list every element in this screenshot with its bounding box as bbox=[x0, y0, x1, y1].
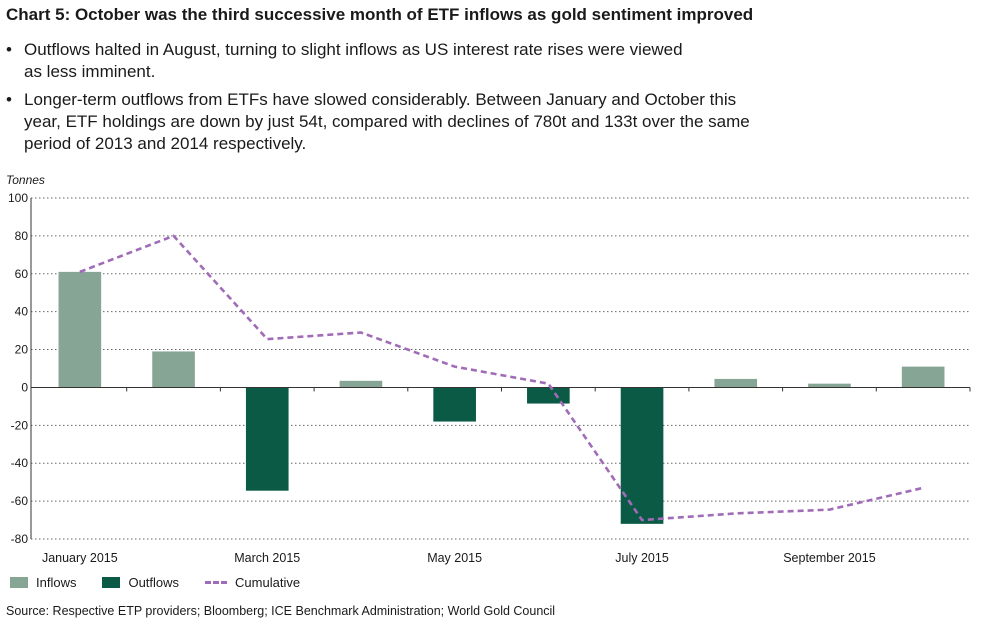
y-tick-label: 80 bbox=[15, 229, 29, 243]
cumulative-dash-swatch bbox=[205, 581, 228, 584]
bullet-item: • Outflows halted in August, turning to … bbox=[6, 39, 826, 83]
bullet-item: • Longer-term outflows from ETFs have sl… bbox=[6, 89, 826, 155]
bullet-line: year, ETF holdings are down by just 54t,… bbox=[24, 112, 750, 131]
bullet-line: period of 2013 and 2014 respectively. bbox=[24, 134, 307, 153]
bullet-line: Longer-term outflows from ETFs have slow… bbox=[24, 90, 737, 109]
outflow-bar bbox=[620, 387, 664, 524]
outflow-bar bbox=[245, 387, 289, 491]
legend-label: Outflows bbox=[128, 575, 180, 590]
y-tick-label: -80 bbox=[11, 532, 29, 546]
cumulative-line bbox=[79, 234, 924, 522]
inflows-swatch bbox=[10, 577, 28, 588]
outflow-bar bbox=[527, 387, 570, 404]
outflow-bar bbox=[433, 387, 476, 422]
y-tick-label: -40 bbox=[11, 456, 29, 470]
chart-legend: Inflows Outflows Cumulative bbox=[10, 575, 326, 590]
inflow-bar bbox=[58, 271, 102, 388]
bullet-dot-icon: • bbox=[6, 40, 12, 59]
inflow-bar bbox=[714, 378, 758, 388]
inflow-bar bbox=[152, 351, 195, 388]
y-tick-label: 40 bbox=[15, 305, 29, 319]
source-note: Source: Respective ETP providers; Bloomb… bbox=[6, 604, 556, 618]
x-tick-label: March 2015 bbox=[234, 551, 300, 565]
x-tick-label: September 2015 bbox=[783, 551, 875, 565]
y-tick-label: -60 bbox=[11, 494, 29, 508]
bullet-line: as less imminent. bbox=[24, 62, 156, 81]
bullet-dot-icon: • bbox=[6, 90, 12, 109]
legend-item-inflows: Inflows bbox=[10, 575, 76, 590]
legend-label: Cumulative bbox=[235, 575, 301, 590]
bullet-line: Outflows halted in August, turning to sl… bbox=[24, 40, 683, 59]
inflow-bar bbox=[339, 380, 383, 388]
y-tick-label: -20 bbox=[11, 418, 29, 432]
inflow-bar bbox=[901, 366, 945, 388]
x-tick-label: January 2015 bbox=[42, 551, 118, 565]
outflows-swatch bbox=[102, 577, 121, 588]
y-tick-label: 20 bbox=[15, 343, 29, 357]
y-tick-label: 0 bbox=[21, 380, 28, 394]
y-tick-label: 100 bbox=[8, 191, 28, 205]
bullet-list: • Outflows halted in August, turning to … bbox=[6, 39, 826, 161]
y-axis-unit-label: Tonnes bbox=[6, 173, 45, 187]
y-tick-label: 60 bbox=[15, 267, 29, 281]
chart-title: Chart 5: October was the third successiv… bbox=[6, 5, 754, 24]
legend-item-cumulative: Cumulative bbox=[205, 575, 300, 590]
legend-label: Inflows bbox=[36, 575, 77, 590]
x-tick-label: May 2015 bbox=[427, 551, 482, 565]
inflow-bar bbox=[808, 383, 851, 388]
x-tick-label: July 2015 bbox=[615, 551, 669, 565]
legend-item-outflows: Outflows bbox=[102, 575, 179, 590]
